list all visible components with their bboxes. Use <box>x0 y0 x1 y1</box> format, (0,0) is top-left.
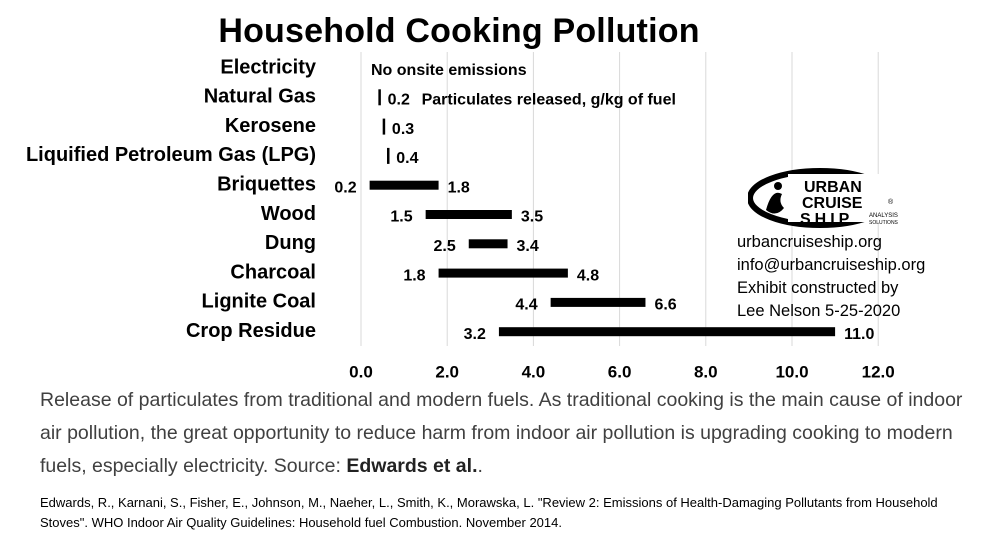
range-bar <box>438 268 568 278</box>
range-bar <box>550 297 646 307</box>
chart-labels: 0.0 2.0 4.0 6.0 8.0 10.0 12.0 Electricity No ons… <box>26 56 895 381</box>
data-label: 3.5 <box>521 209 543 226</box>
figure-icon <box>766 192 784 214</box>
caption-end: . <box>477 455 483 477</box>
x-tick-label: 6.0 <box>608 362 632 381</box>
email-link[interactable]: info@urbancruiseship.org <box>737 256 926 274</box>
category-label: Briquettes <box>217 173 316 195</box>
range-bar <box>468 239 508 249</box>
website-link[interactable]: urbancruiseship.org <box>737 233 882 251</box>
x-tick-label: 8.0 <box>694 362 718 381</box>
caption: Release of particulates from traditional… <box>40 384 970 483</box>
data-label: 3.4 <box>517 238 539 255</box>
data-label: 1.8 <box>448 179 470 196</box>
data-label: 2.5 <box>434 238 456 255</box>
caption-text: Release of particulates from traditional… <box>40 389 963 477</box>
logo-line-3: SHIP <box>800 211 853 228</box>
x-tick-label: 4.0 <box>522 362 546 381</box>
credit-line-1: Exhibit constructed by <box>737 279 899 297</box>
x-tick-label: 12.0 <box>862 362 895 381</box>
chart-title: Household Cooking Pollution <box>218 12 700 50</box>
category-label: Natural Gas <box>204 86 316 108</box>
range-bar <box>369 180 439 190</box>
data-label: 1.5 <box>390 209 412 226</box>
data-label: 0.4 <box>396 150 418 167</box>
range-bar <box>498 327 836 337</box>
data-label: 0.2 <box>388 92 410 109</box>
annotation: Particulates released, g/kg of fuel <box>422 92 676 109</box>
category-label: Liquified Petroleum Gas (LPG) <box>26 144 316 166</box>
contact-block: urbancruiseship.org info@urbancruiseship… <box>737 231 925 323</box>
category-label: Electricity <box>220 56 316 78</box>
credit-line-2: Lee Nelson 5-25-2020 <box>737 302 901 320</box>
x-tick-label: 2.0 <box>435 362 459 381</box>
data-label: 0.2 <box>334 179 356 196</box>
annotation: No onsite emissions <box>371 62 527 79</box>
category-label: Charcoal <box>230 261 316 283</box>
range-bars <box>369 89 836 337</box>
data-label: 11.0 <box>844 326 874 343</box>
data-label: 1.8 <box>403 267 425 284</box>
category-label: Dung <box>265 232 316 254</box>
urban-cruise-ship-logo: URBAN CRUISE SHIP ANALYSIS SOLUTIONS ® <box>748 168 899 228</box>
data-label: 6.6 <box>654 297 676 314</box>
logo-registered: ® <box>888 198 894 206</box>
range-bar <box>425 210 512 219</box>
reference-citation: Edwards, R., Karnani, S., Fisher, E., Jo… <box>40 495 938 530</box>
x-tick-label: 10.0 <box>775 362 808 381</box>
category-label: Crop Residue <box>186 320 316 342</box>
category-label: Kerosene <box>225 115 316 137</box>
data-label: 4.8 <box>577 267 599 284</box>
category-label: Lignite Coal <box>202 291 316 313</box>
data-label: 4.4 <box>515 297 537 314</box>
x-tick-label: 0.0 <box>349 362 373 381</box>
logo-sub-1: ANALYSIS <box>869 213 898 219</box>
category-label: Wood <box>261 203 316 225</box>
data-label: 0.3 <box>392 121 414 138</box>
logo-line-1: URBAN <box>804 179 862 196</box>
data-label: 3.2 <box>464 326 486 343</box>
logo-sub-2: SOLUTIONS <box>869 220 899 226</box>
logo-line-2: CRUISE <box>802 195 863 212</box>
caption-source: Edwards et al. <box>346 455 478 477</box>
